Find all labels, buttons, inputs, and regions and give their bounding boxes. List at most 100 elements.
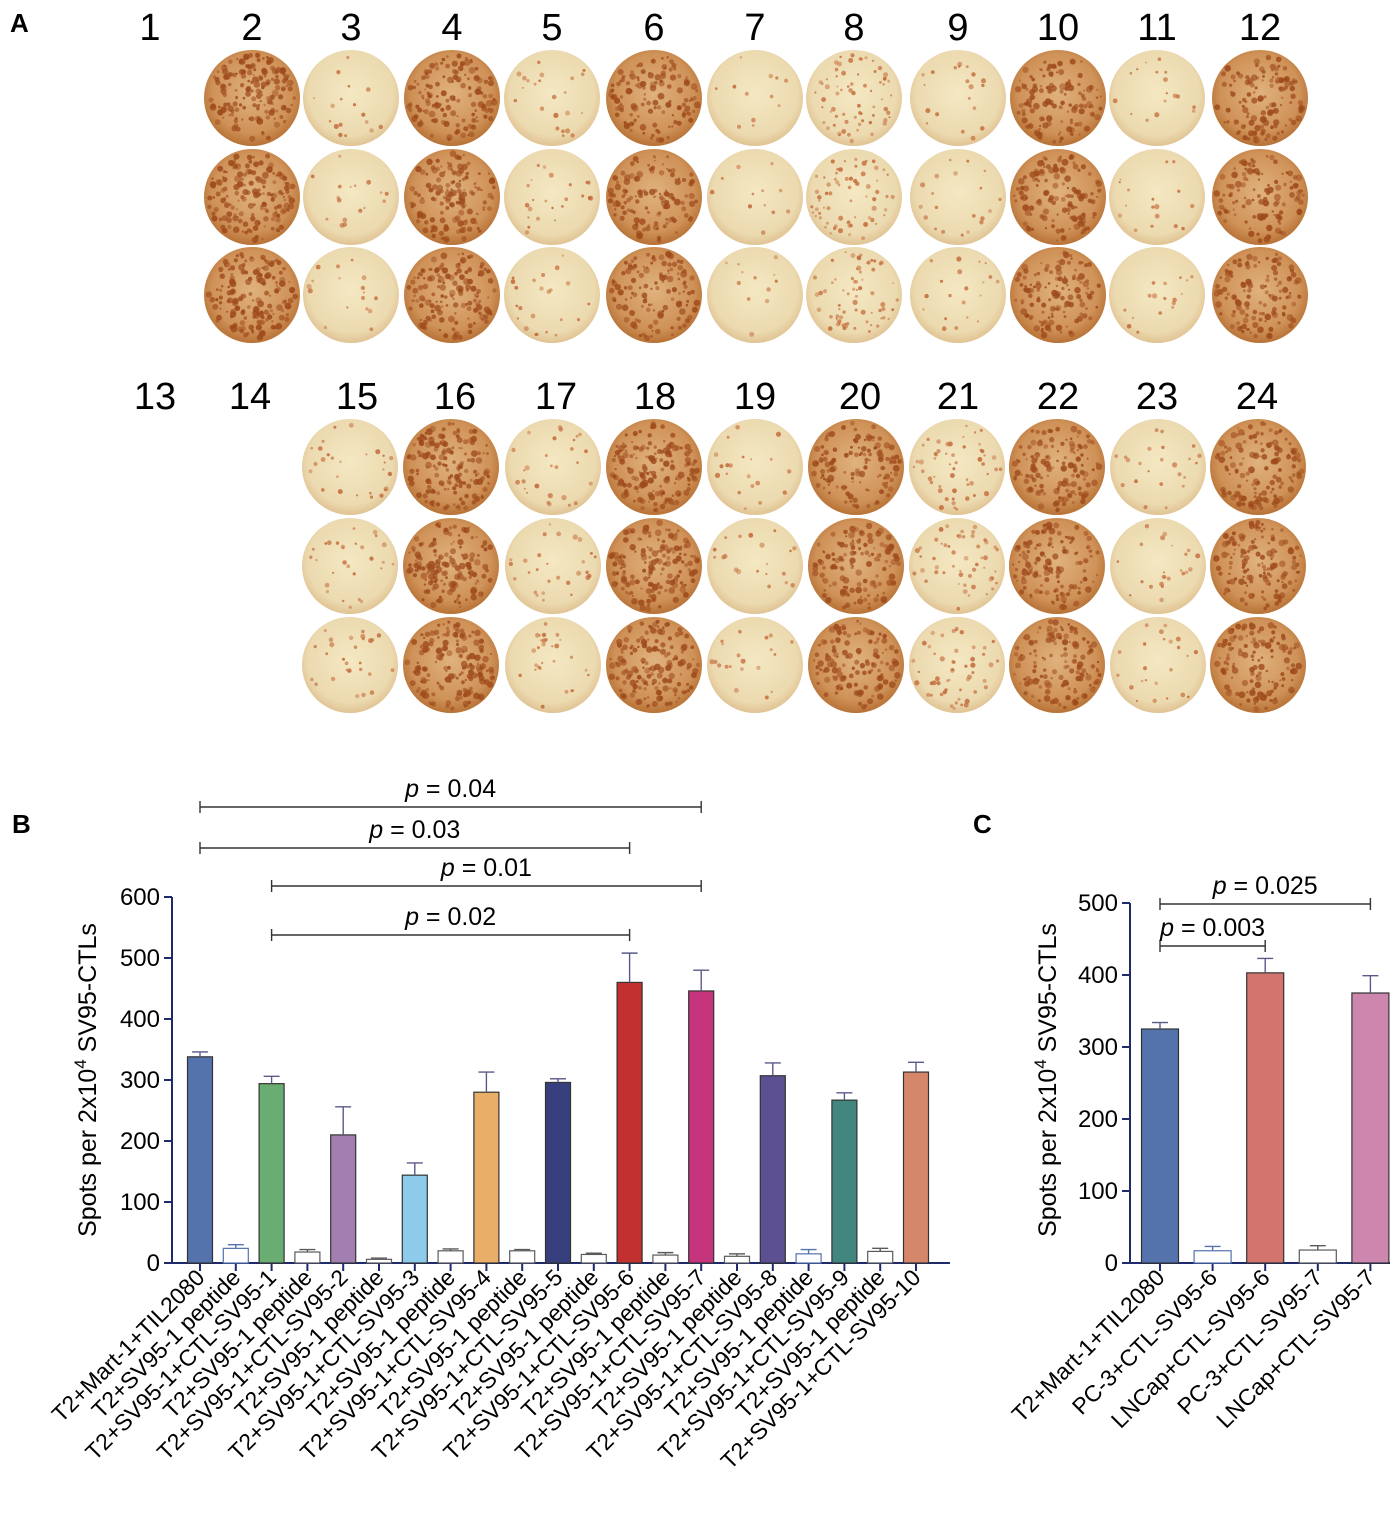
spot (951, 660, 956, 664)
spot (967, 96, 971, 100)
spot (679, 631, 684, 636)
spot (828, 191, 833, 196)
well (606, 419, 702, 515)
spot (953, 171, 958, 176)
spot (467, 317, 470, 320)
spot (275, 281, 279, 284)
spot (233, 258, 238, 263)
spot (1073, 654, 1077, 659)
spot (1237, 73, 1244, 79)
spot (363, 206, 366, 210)
spot (825, 553, 831, 560)
spot (1230, 91, 1236, 97)
spot (438, 328, 442, 332)
well (303, 149, 399, 245)
spot (883, 72, 889, 78)
spot (474, 654, 481, 661)
spot (445, 63, 450, 69)
spot (974, 431, 977, 434)
spot (325, 652, 329, 656)
spot (484, 319, 489, 325)
spot (1040, 262, 1043, 265)
spot (1069, 629, 1074, 634)
spot (458, 179, 462, 183)
spot (659, 458, 664, 462)
spot (650, 458, 657, 465)
spot (872, 197, 877, 202)
spot (1070, 257, 1073, 260)
spot (632, 445, 638, 451)
spot (1298, 199, 1304, 205)
spot (1264, 290, 1269, 295)
spot (449, 95, 456, 101)
spot (490, 653, 492, 656)
spot (885, 481, 889, 485)
spot (633, 217, 640, 224)
spot (342, 599, 345, 603)
spot (458, 291, 464, 297)
spot (348, 422, 354, 428)
spot (611, 279, 616, 284)
spot (240, 73, 247, 79)
spot (686, 662, 693, 668)
spot (1080, 164, 1086, 170)
spot (854, 659, 860, 665)
spot (249, 256, 253, 260)
spot (266, 191, 272, 197)
spot (877, 475, 879, 478)
spot (1259, 284, 1265, 290)
spot (565, 110, 571, 116)
spot (364, 120, 369, 124)
spot (630, 277, 637, 283)
spot (790, 583, 795, 588)
spot (920, 568, 925, 573)
spot (478, 172, 481, 176)
spot (1264, 466, 1269, 471)
spot (1035, 429, 1040, 435)
spot (1061, 604, 1068, 610)
spot (441, 570, 447, 577)
spot (856, 619, 860, 623)
spot (1120, 483, 1125, 488)
spot (1214, 104, 1221, 111)
spot (536, 163, 540, 168)
spot (207, 204, 212, 209)
spot (1263, 606, 1267, 611)
spot (983, 491, 990, 497)
spot (1014, 276, 1021, 283)
spot (416, 666, 421, 671)
spot (720, 639, 724, 643)
spot (441, 57, 446, 62)
well (909, 617, 1005, 713)
spot (813, 275, 817, 280)
spot (1068, 288, 1071, 291)
spot (459, 257, 467, 264)
spot (981, 78, 986, 84)
spot (237, 326, 243, 333)
spot (784, 78, 789, 83)
spot (958, 583, 960, 585)
spot (941, 229, 946, 234)
spot (456, 437, 463, 443)
panel-a: A 1 2 3 4 5 6 7 8 9 10 11 12 13 14 15 16 17 18 19 20 21 22 23… (10, 7, 1308, 713)
spot (854, 280, 859, 284)
spot (863, 438, 867, 442)
spot (660, 424, 665, 429)
spot (1261, 595, 1264, 599)
spot (1059, 89, 1064, 94)
spot (1064, 86, 1069, 91)
spot (631, 291, 634, 295)
spot (832, 645, 836, 649)
spot (451, 170, 457, 176)
spot (452, 216, 459, 223)
spot (354, 542, 357, 545)
spot (1171, 544, 1173, 547)
spot (1071, 276, 1076, 281)
spot (1068, 227, 1071, 231)
spot (629, 74, 632, 77)
spot (625, 87, 633, 95)
spot (1297, 100, 1304, 106)
spot (957, 269, 963, 275)
spot (960, 233, 964, 237)
spot (936, 449, 941, 454)
